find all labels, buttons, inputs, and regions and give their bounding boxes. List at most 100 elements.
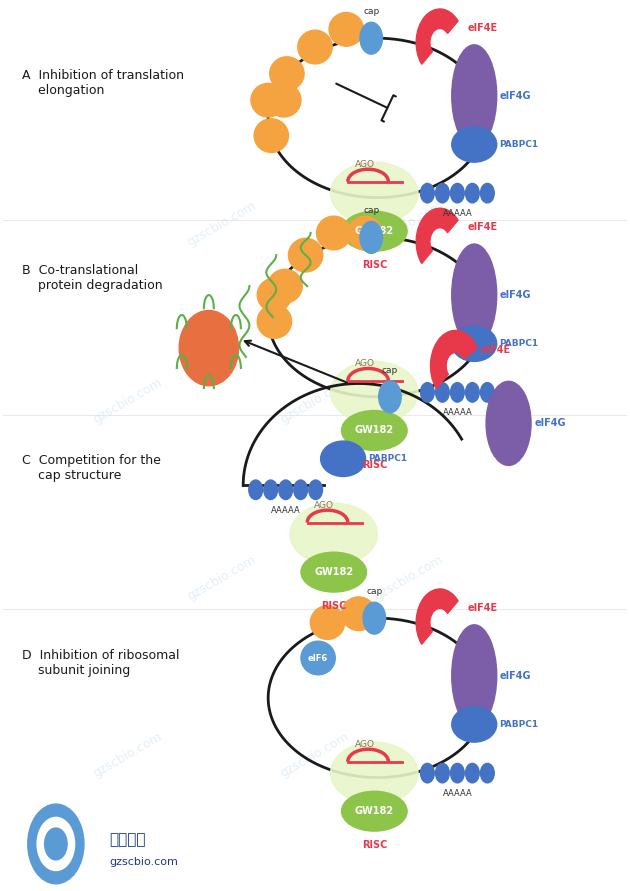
Ellipse shape xyxy=(348,217,382,249)
Text: GW182: GW182 xyxy=(355,226,394,236)
Text: AAAAA: AAAAA xyxy=(442,209,472,218)
Text: AGO: AGO xyxy=(355,359,375,369)
Text: A  Inhibition of translation
    elongation: A Inhibition of translation elongation xyxy=(21,69,183,97)
Ellipse shape xyxy=(341,597,376,631)
Ellipse shape xyxy=(331,742,418,804)
Text: cap: cap xyxy=(363,7,379,16)
Ellipse shape xyxy=(452,625,496,727)
Circle shape xyxy=(481,764,494,783)
Wedge shape xyxy=(416,9,458,64)
Circle shape xyxy=(279,480,292,500)
Ellipse shape xyxy=(452,127,496,162)
Ellipse shape xyxy=(452,244,496,346)
Text: eIF4E: eIF4E xyxy=(468,222,498,232)
Text: GW182: GW182 xyxy=(355,425,394,436)
Wedge shape xyxy=(416,589,458,644)
Circle shape xyxy=(466,184,479,203)
Ellipse shape xyxy=(452,326,496,362)
Text: eIF4G: eIF4G xyxy=(535,419,566,429)
Ellipse shape xyxy=(301,552,367,592)
Text: eIF4G: eIF4G xyxy=(499,91,530,101)
Text: AGO: AGO xyxy=(314,501,335,511)
Text: B  Co-translational
    protein degradation: B Co-translational protein degradation xyxy=(21,264,162,292)
Text: AAAAA: AAAAA xyxy=(442,789,472,798)
Text: cap: cap xyxy=(382,365,398,374)
Circle shape xyxy=(363,602,386,634)
Text: GW182: GW182 xyxy=(314,567,353,577)
Text: PABPC1: PABPC1 xyxy=(368,454,407,463)
Ellipse shape xyxy=(254,119,289,152)
Text: RISC: RISC xyxy=(321,601,347,611)
Ellipse shape xyxy=(289,238,323,272)
Text: D  Inhibition of ribosomal
    subunit joining: D Inhibition of ribosomal subunit joinin… xyxy=(21,650,179,677)
Circle shape xyxy=(379,380,401,413)
Ellipse shape xyxy=(251,84,285,117)
Ellipse shape xyxy=(341,211,407,251)
Ellipse shape xyxy=(452,707,496,742)
Circle shape xyxy=(421,184,434,203)
Ellipse shape xyxy=(298,30,332,64)
Text: eIF4G: eIF4G xyxy=(499,671,530,681)
Wedge shape xyxy=(416,208,458,264)
Ellipse shape xyxy=(341,411,407,450)
Text: gzscbio.com: gzscbio.com xyxy=(109,856,178,867)
Circle shape xyxy=(294,480,307,500)
Text: gzscbio.com: gzscbio.com xyxy=(278,376,352,426)
Circle shape xyxy=(421,382,434,402)
Text: gzscbio.com: gzscbio.com xyxy=(372,553,445,603)
Text: PABPC1: PABPC1 xyxy=(499,140,539,149)
Text: GW182: GW182 xyxy=(355,806,394,816)
Circle shape xyxy=(249,480,263,500)
Ellipse shape xyxy=(290,503,377,565)
Circle shape xyxy=(45,828,67,860)
Text: RISC: RISC xyxy=(362,460,387,470)
Text: gzscbio.com: gzscbio.com xyxy=(372,199,445,249)
Ellipse shape xyxy=(452,45,496,147)
Text: PABPC1: PABPC1 xyxy=(499,720,539,729)
Text: gzscbio.com: gzscbio.com xyxy=(91,731,164,781)
Text: PABPC1: PABPC1 xyxy=(499,339,539,348)
Text: eIF4E: eIF4E xyxy=(481,345,510,355)
Circle shape xyxy=(450,382,464,402)
Text: AAAAA: AAAAA xyxy=(271,506,301,515)
Text: gzscbio.com: gzscbio.com xyxy=(185,199,258,249)
Text: AGO: AGO xyxy=(355,160,375,169)
Ellipse shape xyxy=(266,84,301,117)
Text: gzscbio.com: gzscbio.com xyxy=(278,731,352,781)
Ellipse shape xyxy=(341,791,407,831)
Text: gzscbio.com: gzscbio.com xyxy=(91,376,164,426)
Text: AAAAA: AAAAA xyxy=(442,408,472,417)
Ellipse shape xyxy=(329,12,364,46)
Circle shape xyxy=(360,222,382,253)
Circle shape xyxy=(481,382,494,402)
Ellipse shape xyxy=(331,162,418,225)
Text: eIF6: eIF6 xyxy=(308,653,328,663)
Ellipse shape xyxy=(486,381,531,465)
Circle shape xyxy=(264,480,278,500)
Ellipse shape xyxy=(316,217,351,249)
Circle shape xyxy=(435,184,449,203)
Circle shape xyxy=(450,184,464,203)
Circle shape xyxy=(466,764,479,783)
Text: 赛诚生物: 赛诚生物 xyxy=(109,832,146,847)
Circle shape xyxy=(360,22,382,54)
Ellipse shape xyxy=(321,441,365,477)
Circle shape xyxy=(421,764,434,783)
Circle shape xyxy=(435,764,449,783)
Text: cap: cap xyxy=(366,587,382,596)
Text: C  Competition for the
    cap structure: C Competition for the cap structure xyxy=(21,454,161,482)
Wedge shape xyxy=(430,331,477,388)
Circle shape xyxy=(37,817,74,871)
Ellipse shape xyxy=(311,606,345,640)
Ellipse shape xyxy=(257,305,292,339)
Ellipse shape xyxy=(257,278,292,312)
Ellipse shape xyxy=(179,310,239,386)
Text: eIF4E: eIF4E xyxy=(468,602,498,612)
Circle shape xyxy=(28,804,84,884)
Ellipse shape xyxy=(331,362,418,423)
Circle shape xyxy=(466,382,479,402)
Circle shape xyxy=(435,382,449,402)
Circle shape xyxy=(481,184,494,203)
Text: eIF4E: eIF4E xyxy=(468,22,498,33)
Text: AGO: AGO xyxy=(355,740,375,749)
